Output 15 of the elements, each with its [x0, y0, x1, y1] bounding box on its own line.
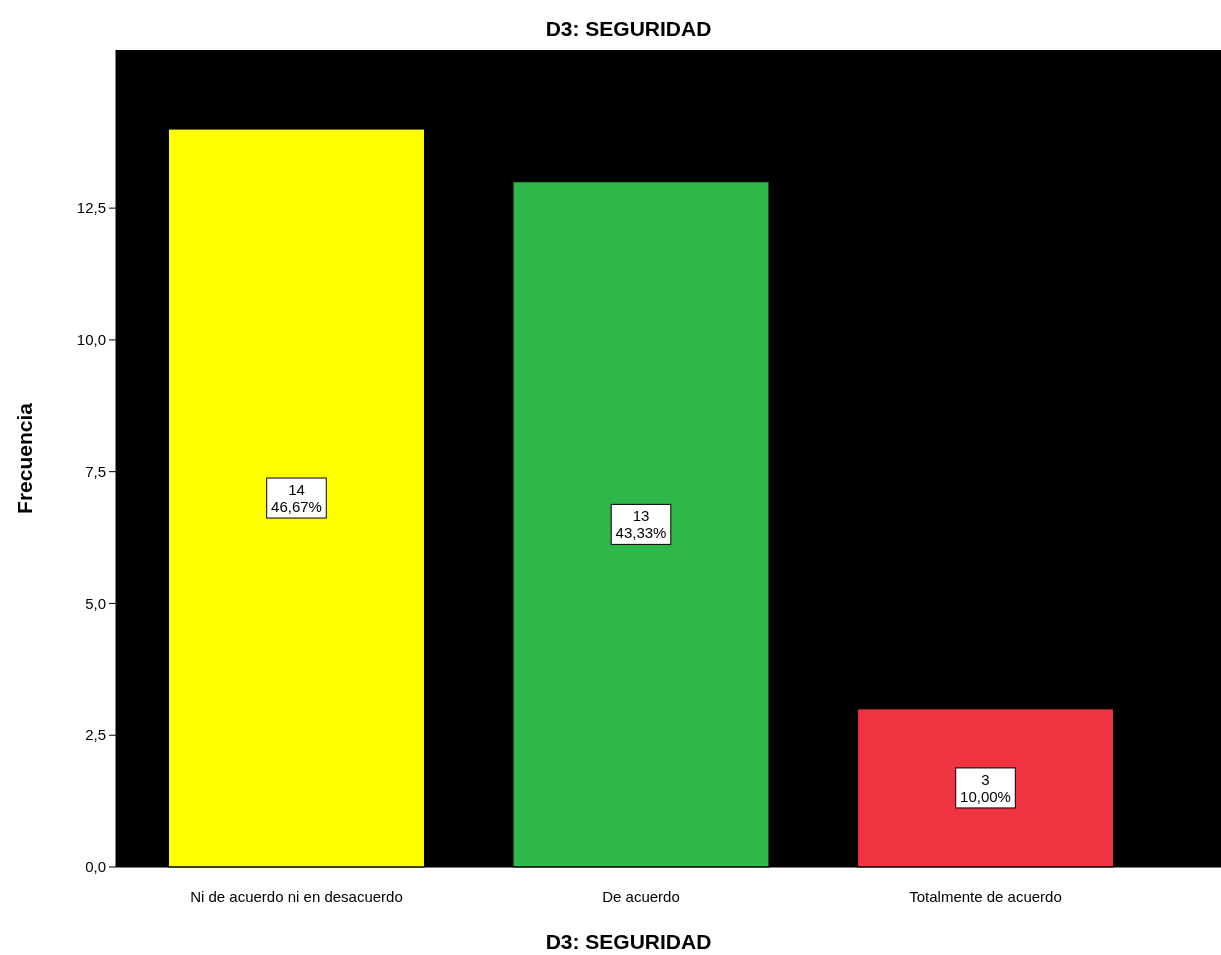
y-tick-label: 5,0 — [85, 594, 106, 612]
x-tick-label: Ni de acuerdo ni en desacuerdo — [190, 888, 403, 905]
y-axis-title: Frecuencia — [13, 402, 36, 514]
data-label: 14 46,67% — [271, 481, 322, 516]
y-tick-label: 12,5 — [76, 199, 106, 217]
x-axis-title: D3: SEGURIDAD — [545, 930, 712, 953]
x-tick-label: De acuerdo — [602, 888, 680, 905]
data-label: 13 43,33% — [615, 507, 667, 542]
x-tick-label: Totalmente de acuerdo — [909, 888, 1062, 905]
y-tick-label: 2,5 — [85, 726, 106, 744]
data-label: 3 10,00% — [960, 770, 1011, 805]
chart-title: D3: SEGURIDAD — [545, 17, 712, 40]
y-tick-label: 10,0 — [76, 331, 106, 349]
y-tick-label: 0,0 — [85, 858, 106, 876]
y-tick-label: 7,5 — [85, 462, 106, 480]
